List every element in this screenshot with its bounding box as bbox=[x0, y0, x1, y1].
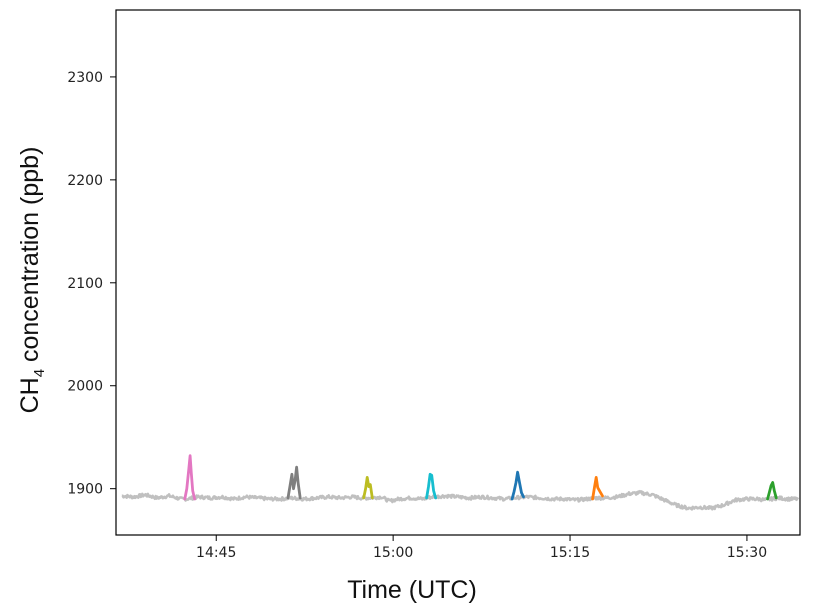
peak-series-line-2 bbox=[286, 465, 302, 500]
x-tick-label-2: 15:00 bbox=[373, 545, 413, 561]
baseline-series-line bbox=[121, 490, 800, 511]
plot-marks bbox=[121, 454, 800, 511]
plot-frame bbox=[115, 9, 801, 536]
x-tick-label-1: 14:45 bbox=[196, 545, 236, 561]
y-tick-label-3: 2100 bbox=[67, 276, 103, 292]
x-tick-label-3: 15:15 bbox=[550, 545, 590, 561]
y-axis-title-subscript: 4 bbox=[31, 369, 48, 377]
peak-series-line-5 bbox=[510, 470, 525, 501]
y-tick-label-4: 2200 bbox=[67, 173, 103, 189]
peak-series-line-1 bbox=[183, 454, 196, 501]
y-axis-title-main: CH bbox=[16, 377, 44, 413]
y-axis-title: CH4 concentration (ppb) bbox=[16, 147, 48, 414]
y-tick-label-1: 1900 bbox=[67, 482, 103, 498]
y-tick-label-5: 2300 bbox=[67, 70, 103, 86]
y-tick-label-2: 2000 bbox=[67, 379, 103, 395]
x-axis-title: Time (UTC) bbox=[347, 576, 477, 604]
x-tick-label-4: 15:30 bbox=[727, 545, 767, 561]
x-axis-ticks: 14:45 15:00 15:15 15:30 bbox=[196, 535, 767, 561]
peak-series-line-4 bbox=[425, 472, 437, 500]
y-axis-ticks: 1900 2000 2100 2200 2300 bbox=[67, 70, 116, 498]
y-axis-title-rest: concentration (ppb) bbox=[16, 147, 44, 369]
peak-series-line-6 bbox=[591, 476, 604, 501]
peak-series-line-7 bbox=[766, 481, 778, 501]
peak-series-line-3 bbox=[362, 476, 374, 500]
